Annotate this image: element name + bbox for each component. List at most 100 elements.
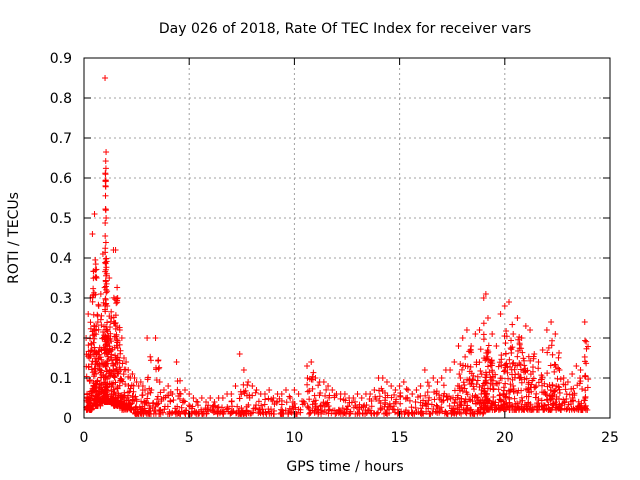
data-point bbox=[503, 333, 510, 340]
data-point bbox=[522, 323, 529, 329]
data-point bbox=[467, 381, 474, 388]
data-point bbox=[86, 378, 93, 385]
data-point bbox=[532, 384, 539, 391]
data-point bbox=[85, 311, 92, 317]
data-point bbox=[165, 383, 172, 389]
data-point bbox=[469, 377, 476, 384]
data-point bbox=[236, 351, 243, 357]
data-point bbox=[145, 374, 152, 381]
data-point bbox=[547, 396, 554, 403]
data-point bbox=[377, 406, 384, 413]
data-point bbox=[102, 277, 109, 284]
data-point bbox=[581, 353, 588, 360]
data-point bbox=[582, 402, 589, 409]
data-point bbox=[103, 360, 110, 367]
data-point bbox=[497, 311, 504, 317]
data-point bbox=[156, 379, 163, 385]
data-point bbox=[147, 389, 154, 396]
data-point bbox=[252, 389, 259, 396]
data-point bbox=[495, 386, 502, 393]
data-point bbox=[318, 410, 325, 417]
data-point bbox=[341, 410, 348, 417]
data-point bbox=[402, 407, 409, 414]
data-point bbox=[394, 406, 401, 413]
data-point bbox=[464, 363, 471, 370]
data-point bbox=[304, 388, 311, 395]
data-point bbox=[270, 395, 277, 401]
data-point bbox=[367, 410, 374, 417]
data-point bbox=[430, 405, 437, 412]
data-point bbox=[579, 385, 586, 392]
x-tick-label: 15 bbox=[391, 430, 409, 446]
data-point bbox=[552, 331, 559, 337]
data-point bbox=[90, 285, 97, 292]
data-point bbox=[386, 410, 393, 417]
data-point bbox=[544, 349, 551, 356]
data-point bbox=[103, 215, 110, 221]
data-point bbox=[122, 381, 129, 388]
data-point bbox=[515, 404, 522, 411]
data-point bbox=[375, 409, 382, 416]
x-tick-label: 5 bbox=[185, 430, 194, 446]
data-point bbox=[104, 288, 111, 295]
data-point bbox=[85, 364, 92, 371]
data-point bbox=[325, 383, 332, 389]
data-point bbox=[477, 346, 484, 353]
data-point bbox=[535, 359, 542, 365]
data-point bbox=[116, 364, 123, 371]
data-point bbox=[382, 399, 389, 406]
data-point bbox=[112, 319, 119, 326]
data-point bbox=[203, 399, 210, 405]
y-tick-label: 0.5 bbox=[50, 211, 72, 227]
y-tick-label: 0.2 bbox=[50, 331, 72, 347]
data-point bbox=[489, 373, 496, 380]
data-point bbox=[347, 408, 354, 415]
data-point bbox=[152, 335, 159, 341]
data-point bbox=[102, 75, 109, 81]
data-point bbox=[97, 316, 104, 323]
data-point bbox=[484, 390, 491, 397]
data-point bbox=[145, 409, 152, 416]
data-point bbox=[482, 357, 489, 364]
data-point bbox=[538, 397, 545, 404]
data-point bbox=[342, 397, 349, 404]
data-point bbox=[103, 258, 110, 265]
x-tick-label: 20 bbox=[496, 430, 514, 446]
data-point bbox=[583, 338, 590, 345]
data-point bbox=[114, 295, 121, 301]
data-point bbox=[309, 385, 316, 392]
data-point bbox=[157, 389, 164, 396]
data-point bbox=[234, 403, 241, 410]
data-point bbox=[94, 319, 101, 326]
data-point bbox=[306, 387, 313, 394]
data-point bbox=[565, 401, 572, 408]
data-point bbox=[417, 383, 424, 389]
data-point bbox=[412, 398, 419, 405]
data-point bbox=[92, 274, 99, 281]
data-point bbox=[211, 399, 218, 405]
data-point bbox=[582, 387, 589, 394]
data-point bbox=[344, 406, 351, 413]
data-point bbox=[558, 406, 565, 413]
data-point bbox=[516, 360, 523, 367]
data-point bbox=[518, 335, 525, 341]
data-point bbox=[180, 397, 187, 404]
data-point bbox=[343, 406, 350, 413]
data-point bbox=[391, 391, 398, 398]
data-point bbox=[304, 381, 311, 388]
data-point bbox=[533, 390, 540, 397]
data-point bbox=[469, 398, 476, 405]
data-point bbox=[224, 404, 231, 411]
data-point bbox=[462, 398, 469, 405]
x-tick-label: 10 bbox=[285, 430, 303, 446]
data-point bbox=[371, 387, 378, 393]
data-point bbox=[139, 383, 146, 389]
data-point bbox=[219, 395, 226, 401]
data-point bbox=[478, 371, 485, 378]
data-point bbox=[372, 393, 379, 400]
data-point bbox=[461, 381, 468, 388]
data-point bbox=[147, 353, 154, 360]
data-point bbox=[278, 401, 285, 408]
data-point bbox=[581, 373, 588, 380]
data-point bbox=[246, 394, 253, 401]
